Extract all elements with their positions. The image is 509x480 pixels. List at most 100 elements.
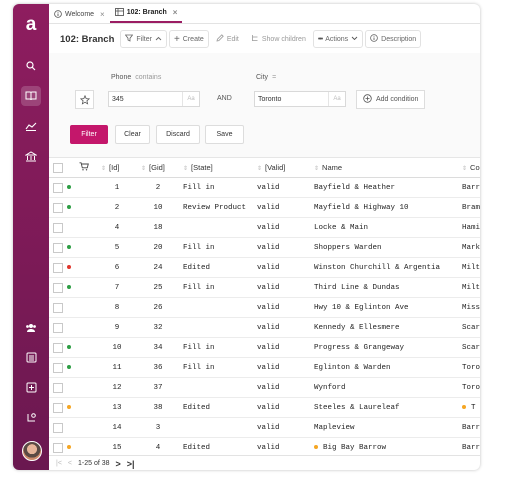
cell-code[interactable]: Scar (458, 337, 480, 358)
cell-state[interactable]: Edited (179, 257, 253, 278)
cell-name[interactable]: Big Bay Barrow (310, 437, 458, 455)
cell-gid[interactable]: 26 (137, 297, 179, 318)
cell-id[interactable]: 9 (97, 317, 137, 338)
cell-valid[interactable]: valid (253, 417, 310, 438)
cart-icon[interactable] (75, 158, 97, 178)
avatar[interactable] (22, 441, 42, 461)
cell-code[interactable]: Toro (458, 377, 480, 398)
cell-state[interactable] (179, 297, 253, 318)
table-row[interactable]: 11 36 Fill in valid Eglinton & Warden Toro (49, 357, 480, 378)
cell-name[interactable]: Kennedy & Ellesmere (310, 317, 458, 338)
table-row[interactable]: 10 34 Fill in valid Progress & Grangeway Scar (49, 337, 480, 358)
next-page-icon[interactable]: > (115, 458, 121, 469)
table-row[interactable]: 6 24 Edited valid Winston Churchill & Argent… (49, 257, 480, 278)
cell-gid[interactable]: 25 (137, 277, 179, 298)
cell-code[interactable]: Scar (458, 317, 480, 338)
cell-valid[interactable]: valid (253, 277, 310, 298)
cell-gid[interactable]: 20 (137, 237, 179, 258)
cell-name[interactable]: Eglinton & Warden (310, 357, 458, 378)
cell-code[interactable]: Mark (458, 237, 480, 258)
cell-valid[interactable]: valid (253, 297, 310, 318)
create-button[interactable]: + Create (168, 30, 209, 48)
row-checkbox[interactable] (49, 397, 63, 418)
cell-gid[interactable]: 34 (137, 337, 179, 358)
cell-valid[interactable]: valid (253, 437, 310, 455)
cell-code[interactable]: Milt (458, 277, 480, 298)
row-checkbox[interactable] (49, 177, 63, 198)
cell-state[interactable] (179, 417, 253, 438)
cell-code[interactable]: Bram (458, 197, 480, 218)
cell-valid[interactable]: valid (253, 197, 310, 218)
cell-id[interactable]: 8 (97, 297, 137, 318)
row-checkbox[interactable] (49, 317, 63, 338)
cell-code[interactable]: Hami (458, 217, 480, 238)
cell-state[interactable]: Edited (179, 437, 253, 455)
cell-gid[interactable]: 4 (137, 437, 179, 455)
close-icon[interactable]: × (172, 8, 178, 17)
row-checkbox[interactable] (49, 357, 63, 378)
cell-name[interactable]: Winston Churchill & Argentia (310, 257, 458, 278)
table-row[interactable]: 9 32 valid Kennedy & Ellesmere Scar (49, 317, 480, 338)
cell-code[interactable]: Miss (458, 297, 480, 318)
actions-button[interactable]: ••• Actions (312, 30, 364, 48)
city-operator[interactable]: = (272, 74, 277, 81)
cell-id[interactable]: 11 (97, 357, 137, 378)
users-icon[interactable] (21, 317, 41, 337)
filter-button[interactable]: Filter (120, 30, 167, 48)
chart-icon[interactable] (21, 116, 41, 136)
table-row[interactable]: 12 37 valid Wynford Toro (49, 377, 480, 398)
cell-code[interactable]: Barr (458, 437, 480, 455)
last-page-icon[interactable]: >| (126, 458, 135, 469)
cell-gid[interactable]: 32 (137, 317, 179, 338)
cell-id[interactable]: 2 (97, 197, 137, 218)
cell-code[interactable]: Milt (458, 257, 480, 278)
cell-id[interactable]: 15 (97, 437, 137, 455)
table-row[interactable]: 2 10 Review Product valid Mayfield & Highway… (49, 197, 480, 218)
cell-valid[interactable]: valid (253, 177, 310, 198)
cell-valid[interactable]: valid (253, 397, 310, 418)
cell-gid[interactable]: 3 (137, 417, 179, 438)
list-icon[interactable] (21, 347, 41, 367)
phone-operator[interactable]: contains (135, 74, 162, 81)
row-checkbox[interactable] (49, 297, 63, 318)
table-row[interactable]: 1 2 Fill in valid Bayfield & Heather Barr (49, 177, 480, 198)
cell-code[interactable]: Barr (458, 177, 480, 198)
settings-icon[interactable] (21, 407, 41, 427)
cell-state[interactable]: Fill in (179, 337, 253, 358)
cell-name[interactable]: Mapleview (310, 417, 458, 438)
row-checkbox[interactable] (49, 437, 63, 455)
cell-name[interactable]: Steeles & Laureleaf (310, 397, 458, 418)
cell-id[interactable]: 14 (97, 417, 137, 438)
cell-state[interactable] (179, 217, 253, 238)
bank-icon[interactable] (21, 146, 41, 166)
cell-gid[interactable]: 10 (137, 197, 179, 218)
city-input[interactable]: Toronto Aa (254, 91, 346, 107)
previous-page-icon[interactable]: < (67, 460, 72, 467)
table-row[interactable]: 15 4 Edited valid Big Bay Barrow Barr (49, 437, 480, 455)
cell-state[interactable]: Fill in (179, 177, 253, 198)
row-checkbox[interactable] (49, 197, 63, 218)
cell-id[interactable]: 1 (97, 177, 137, 198)
cell-state[interactable]: Review Product (179, 197, 253, 218)
cell-state[interactable]: Edited (179, 397, 253, 418)
add-condition-button[interactable]: Add condition (356, 90, 426, 109)
cell-id[interactable]: 5 (97, 237, 137, 258)
cell-valid[interactable]: valid (253, 237, 310, 258)
cell-code[interactable]: Toro (458, 357, 480, 378)
cell-name[interactable]: Locke & Main (310, 217, 458, 238)
column-header-valid[interactable]: ⇕ [Valid] (253, 158, 310, 178)
column-header-state[interactable]: ⇕ [State] (179, 158, 253, 178)
cell-valid[interactable]: valid (253, 337, 310, 358)
table-row[interactable]: 13 38 Edited valid Steeles & Laureleaf T (49, 397, 480, 418)
first-page-icon[interactable]: |< (56, 460, 62, 467)
cell-id[interactable]: 13 (97, 397, 137, 418)
app-logo[interactable]: a (25, 14, 37, 35)
cell-gid[interactable]: 38 (137, 397, 179, 418)
star-icon[interactable] (75, 90, 94, 109)
tab-welcome[interactable]: Welcome × (49, 6, 110, 23)
add-box-icon[interactable] (21, 377, 41, 397)
description-button[interactable]: Description (365, 30, 422, 48)
search-icon[interactable] (21, 56, 41, 76)
cell-gid[interactable]: 18 (137, 217, 179, 238)
table-row[interactable]: 7 25 Fill in valid Third Line & Dundas Milt (49, 277, 480, 298)
